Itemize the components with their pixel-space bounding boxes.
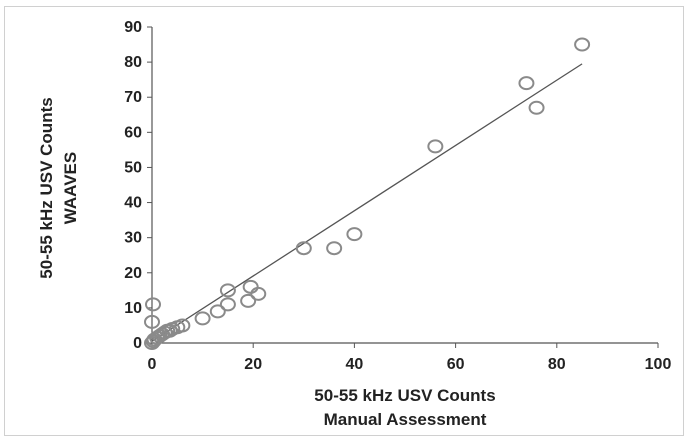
- data-point: [194, 311, 211, 326]
- tick-labels: 0 10 20 30 40 50 60 70 80 90 0 20 40 60 80 100: [124, 19, 671, 373]
- x-tick-label: 100: [645, 356, 672, 373]
- y-tick-label: 60: [124, 124, 142, 141]
- data-point: [518, 76, 535, 91]
- data-point: [144, 314, 160, 329]
- data-points: [144, 37, 591, 350]
- x-tick-label: 40: [346, 356, 364, 373]
- y-tick-label: 50: [124, 159, 142, 176]
- x-axis-title-line-2: Manual Assessment: [324, 410, 487, 429]
- y-axis-title-line-2: WAAVES: [61, 152, 80, 224]
- y-tick-label: 80: [124, 54, 142, 71]
- data-point: [145, 297, 162, 312]
- trendline-group: [151, 63, 583, 342]
- data-point: [219, 297, 236, 312]
- data-point: [209, 304, 226, 319]
- axes: [147, 26, 659, 348]
- axis-titles: 50-55 kHz USV Counts Manual Assessment 5…: [37, 97, 496, 429]
- data-point: [574, 37, 591, 52]
- data-point: [427, 139, 444, 154]
- trendline: [151, 63, 583, 342]
- data-point: [326, 241, 343, 256]
- data-point: [242, 279, 259, 294]
- y-tick-label: 20: [124, 265, 142, 282]
- y-tick-label: 0: [133, 335, 142, 352]
- data-point: [528, 100, 545, 115]
- data-point: [219, 283, 236, 298]
- data-point: [346, 227, 363, 242]
- x-tick-label: 80: [548, 356, 566, 373]
- y-tick-label: 90: [124, 19, 142, 36]
- y-tick-label: 40: [124, 195, 142, 212]
- x-tick-label: 20: [244, 356, 262, 373]
- y-tick-label: 70: [124, 89, 142, 106]
- x-tick-label: 0: [148, 356, 157, 373]
- x-axis-title-line-1: 50-55 kHz USV Counts: [314, 386, 495, 405]
- chart-frame: [4, 6, 684, 436]
- data-point: [295, 241, 312, 256]
- y-axis-title-line-1: 50-55 kHz USV Counts: [37, 97, 56, 278]
- y-tick-label: 10: [124, 300, 142, 317]
- data-point: [174, 318, 191, 333]
- data-point: [240, 293, 257, 308]
- x-tick-label: 60: [447, 356, 465, 373]
- data-point: [161, 323, 178, 338]
- y-tick-label: 30: [124, 230, 142, 247]
- data-point: [250, 286, 267, 301]
